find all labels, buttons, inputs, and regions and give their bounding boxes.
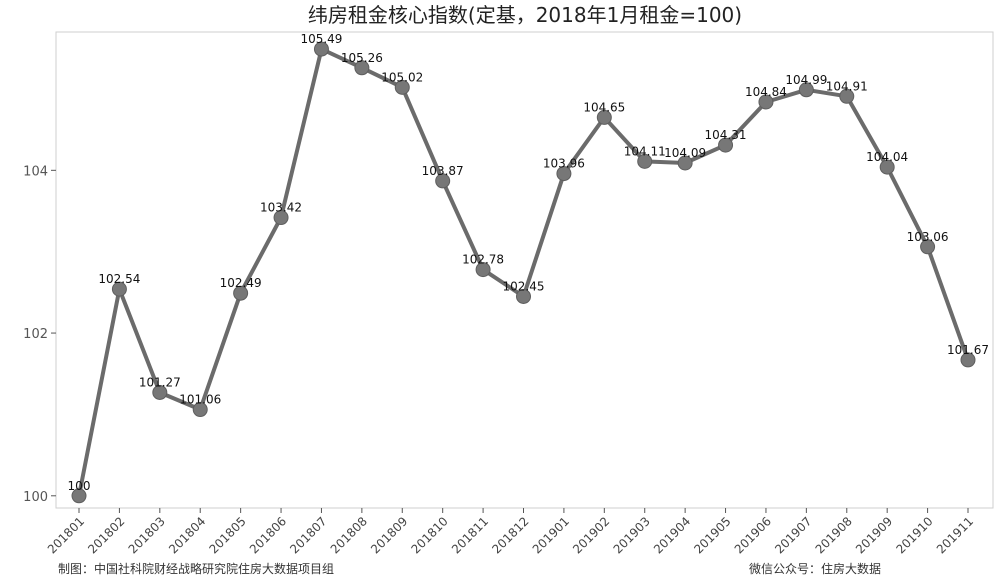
data-point bbox=[677, 155, 693, 171]
y-axis: 100 102 104 bbox=[23, 164, 56, 505]
data-label: 100 bbox=[68, 479, 91, 493]
footer-account: 微信公众号：住房大数据 bbox=[749, 561, 881, 576]
data-label: 104.91 bbox=[826, 79, 868, 93]
data-point bbox=[273, 210, 289, 226]
chart-title: 纬房租金核心指数(定基，2018年1月租金=100) bbox=[308, 3, 742, 27]
data-point bbox=[960, 352, 976, 368]
x-tick-label: 201809 bbox=[368, 514, 410, 556]
data-label: 103.87 bbox=[422, 164, 464, 178]
data-label: 105.49 bbox=[300, 32, 342, 46]
data-point bbox=[596, 109, 612, 125]
x-tick-label: 201802 bbox=[85, 514, 127, 556]
data-point bbox=[798, 82, 814, 98]
y-tick-label: 102 bbox=[23, 327, 48, 342]
x-tick-label: 201803 bbox=[126, 514, 168, 556]
data-point bbox=[152, 384, 168, 400]
data-point bbox=[879, 159, 895, 175]
footer-credit: 制图：中国社科院财经战略研究院住房大数据项目组 bbox=[58, 561, 334, 576]
data-point bbox=[718, 137, 734, 153]
data-label: 102.78 bbox=[462, 253, 504, 267]
x-tick-label: 201903 bbox=[611, 514, 653, 556]
data-label: 104.84 bbox=[745, 85, 787, 99]
x-tick-label: 201806 bbox=[247, 514, 289, 556]
series-markers bbox=[71, 41, 976, 504]
data-point bbox=[637, 153, 653, 169]
x-tick-label: 201807 bbox=[287, 514, 329, 556]
data-point bbox=[516, 288, 531, 304]
x-tick-label: 201805 bbox=[206, 514, 248, 556]
data-label: 104.09 bbox=[664, 146, 706, 160]
data-point bbox=[920, 239, 936, 255]
data-point bbox=[313, 41, 329, 57]
data-label: 105.26 bbox=[341, 51, 383, 65]
x-tick-label: 201904 bbox=[651, 514, 693, 556]
data-point bbox=[556, 166, 572, 182]
x-tick-label: 201910 bbox=[893, 514, 935, 556]
y-tick-label: 100 bbox=[23, 490, 48, 505]
x-tick-label: 201804 bbox=[166, 514, 208, 556]
data-label: 104.65 bbox=[583, 100, 625, 114]
data-point bbox=[111, 281, 127, 297]
data-label: 102.49 bbox=[220, 276, 262, 290]
x-tick-label: 201901 bbox=[530, 514, 572, 556]
data-label: 101.06 bbox=[179, 393, 221, 407]
data-label: 101.67 bbox=[947, 343, 989, 357]
data-label: 103.42 bbox=[260, 201, 302, 215]
data-label: 104.99 bbox=[785, 73, 827, 87]
data-label: 103.06 bbox=[907, 230, 949, 244]
data-point bbox=[394, 79, 410, 95]
data-point bbox=[354, 60, 370, 76]
x-tick-label: 201801 bbox=[45, 514, 87, 556]
x-tick-label: 201909 bbox=[853, 514, 895, 556]
data-point bbox=[192, 402, 208, 418]
x-tick-label: 201811 bbox=[449, 514, 491, 556]
data-label: 102.54 bbox=[98, 272, 140, 286]
x-axis: 2018012018022018032018042018052018062018… bbox=[45, 508, 976, 557]
x-tick-label: 201902 bbox=[570, 514, 612, 556]
x-tick-label: 201810 bbox=[409, 514, 451, 556]
x-tick-label: 201908 bbox=[813, 514, 855, 556]
x-tick-label: 201911 bbox=[934, 514, 976, 556]
data-label: 104.04 bbox=[866, 150, 908, 164]
x-tick-label: 201812 bbox=[489, 514, 531, 556]
data-point bbox=[233, 285, 249, 301]
data-point bbox=[435, 173, 451, 189]
data-label: 104.11 bbox=[624, 144, 666, 158]
data-label: 104.31 bbox=[705, 128, 747, 142]
plot-frame bbox=[55, 31, 994, 509]
data-labels: 100 102.54 101.27 101.06 102.49 103.42 105.49 1… bbox=[68, 32, 989, 493]
series-line bbox=[77, 47, 970, 497]
x-tick-label: 201808 bbox=[328, 514, 370, 556]
x-tick-label: 201907 bbox=[772, 514, 814, 556]
data-point bbox=[475, 262, 491, 278]
data-label: 103.96 bbox=[543, 157, 585, 171]
data-label: 101.27 bbox=[139, 375, 181, 389]
data-label: 102.45 bbox=[503, 279, 545, 293]
data-point bbox=[839, 88, 855, 104]
y-tick-label: 104 bbox=[23, 164, 48, 179]
data-point bbox=[71, 488, 87, 504]
data-point bbox=[758, 94, 774, 110]
data-label: 105.02 bbox=[381, 70, 423, 84]
x-tick-label: 201906 bbox=[732, 514, 774, 556]
x-tick-label: 201905 bbox=[691, 514, 733, 556]
